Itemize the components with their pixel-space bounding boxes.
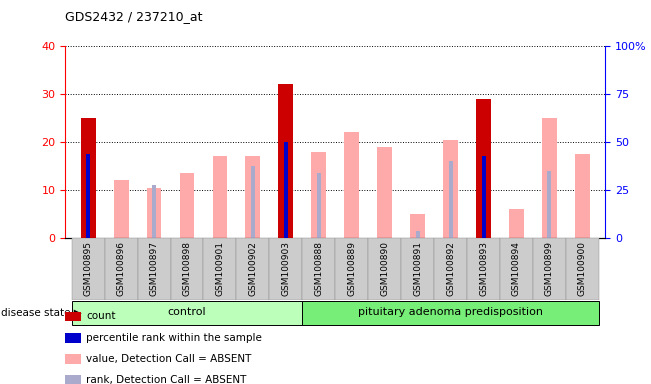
Bar <box>542 118 557 238</box>
Bar <box>284 142 288 238</box>
Bar <box>500 238 533 300</box>
Bar <box>533 238 566 300</box>
Bar <box>270 238 302 300</box>
Bar <box>401 238 434 300</box>
Bar <box>434 238 467 300</box>
Bar <box>302 238 335 300</box>
Text: GDS2432 / 237210_at: GDS2432 / 237210_at <box>65 10 202 23</box>
Bar <box>378 147 392 238</box>
Bar <box>72 301 302 325</box>
Text: GSM100899: GSM100899 <box>545 241 554 296</box>
Bar <box>204 238 236 300</box>
Bar <box>344 132 359 238</box>
Text: GSM100894: GSM100894 <box>512 241 521 296</box>
Bar <box>302 301 599 325</box>
Text: GSM100891: GSM100891 <box>413 241 422 296</box>
Text: percentile rank within the sample: percentile rank within the sample <box>86 333 262 343</box>
Text: GSM100889: GSM100889 <box>347 241 356 296</box>
Text: GSM100898: GSM100898 <box>182 241 191 296</box>
Bar <box>146 188 161 238</box>
Text: GSM100895: GSM100895 <box>84 241 92 296</box>
Bar <box>335 238 368 300</box>
Bar <box>482 157 486 238</box>
Text: value, Detection Call = ABSENT: value, Detection Call = ABSENT <box>86 354 251 364</box>
Bar <box>72 238 105 300</box>
Bar <box>251 166 255 238</box>
Text: GSM100896: GSM100896 <box>117 241 126 296</box>
Bar <box>152 185 156 238</box>
Bar <box>212 157 227 238</box>
Bar <box>171 238 204 300</box>
Text: pituitary adenoma predisposition: pituitary adenoma predisposition <box>358 308 543 318</box>
Text: count: count <box>86 311 115 321</box>
Bar <box>509 209 524 238</box>
Bar <box>180 173 195 238</box>
Bar <box>415 231 420 238</box>
Bar <box>236 238 270 300</box>
Bar <box>575 154 590 238</box>
Text: GSM100890: GSM100890 <box>380 241 389 296</box>
Text: GSM100901: GSM100901 <box>215 241 225 296</box>
Bar <box>476 99 491 238</box>
Bar <box>279 84 293 238</box>
Bar <box>410 214 425 238</box>
Text: GSM100897: GSM100897 <box>150 241 159 296</box>
Bar <box>443 140 458 238</box>
Text: GSM100902: GSM100902 <box>249 241 257 296</box>
Text: GSM100900: GSM100900 <box>578 241 587 296</box>
Bar <box>482 157 486 238</box>
Text: GSM100903: GSM100903 <box>281 241 290 296</box>
Text: GSM100888: GSM100888 <box>314 241 324 296</box>
Bar <box>105 238 137 300</box>
Bar <box>311 152 326 238</box>
Text: GSM100893: GSM100893 <box>479 241 488 296</box>
Bar <box>547 171 551 238</box>
Text: control: control <box>168 308 206 318</box>
Text: GSM100892: GSM100892 <box>446 241 455 296</box>
Bar <box>86 154 90 238</box>
Text: rank, Detection Call = ABSENT: rank, Detection Call = ABSENT <box>86 375 246 384</box>
Bar <box>245 157 260 238</box>
Bar <box>81 118 96 238</box>
Bar <box>317 173 321 238</box>
Bar <box>467 238 500 300</box>
Text: disease state ▶: disease state ▶ <box>1 308 82 318</box>
Bar <box>137 238 171 300</box>
Bar <box>368 238 401 300</box>
Bar <box>449 161 452 238</box>
Bar <box>566 238 599 300</box>
Bar <box>114 180 128 238</box>
